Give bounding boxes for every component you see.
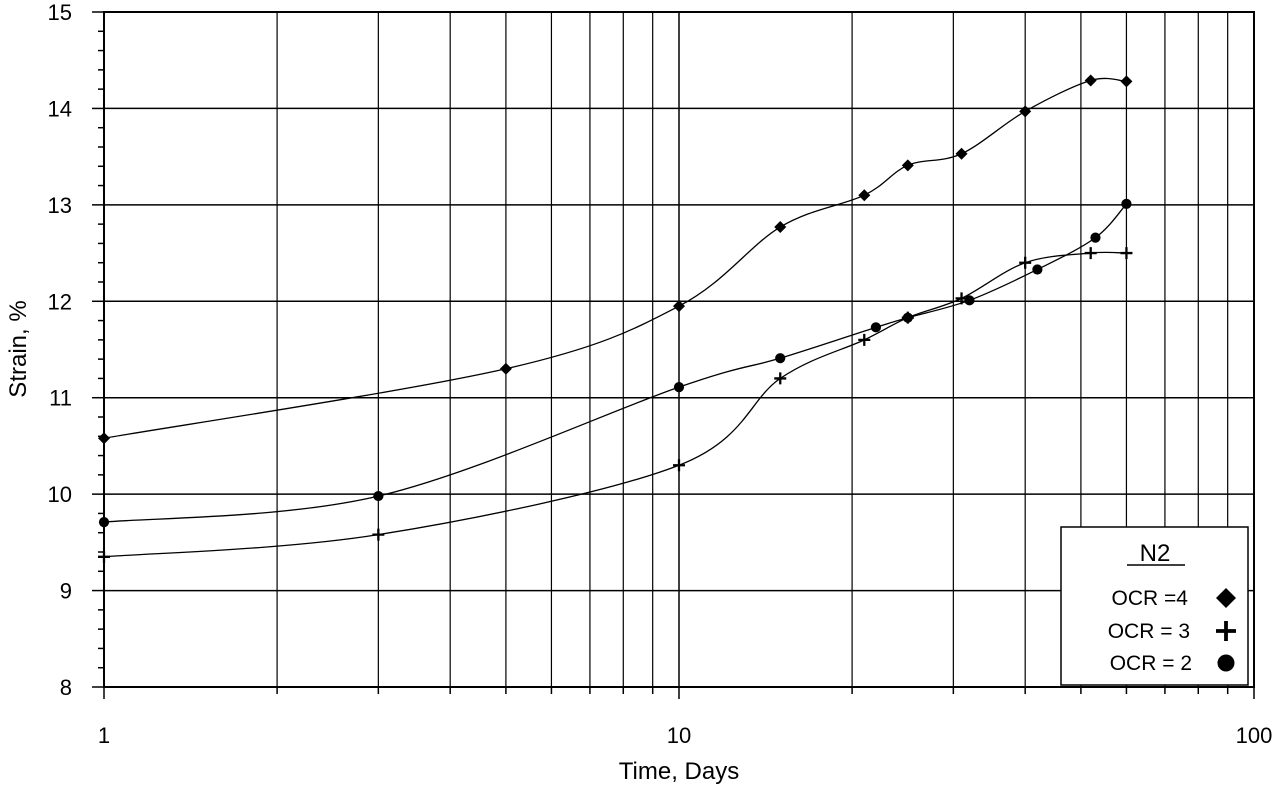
data-point-ocr2 bbox=[373, 490, 384, 502]
series-curves bbox=[103, 77, 1127, 558]
data-point-ocr4 bbox=[1019, 105, 1032, 118]
data-point-ocr3 bbox=[1120, 247, 1133, 260]
data-point-ocr4 bbox=[673, 300, 685, 313]
y-tick-label: 10 bbox=[48, 482, 72, 507]
data-point-ocr2 bbox=[1032, 264, 1043, 275]
y-tick-label: 8 bbox=[60, 675, 72, 700]
legend-markers bbox=[1216, 588, 1236, 672]
data-point-ocr2 bbox=[673, 382, 685, 393]
y-tick-label: 9 bbox=[60, 579, 72, 604]
x-tick-label: 100 bbox=[1236, 723, 1273, 748]
y-tick-label: 13 bbox=[48, 193, 72, 218]
data-point-ocr2 bbox=[964, 295, 975, 306]
data-point-ocr2 bbox=[870, 322, 881, 333]
legend-marker-ocr4 bbox=[1216, 588, 1236, 608]
y-tick-label: 14 bbox=[48, 96, 72, 121]
data-point-ocr2 bbox=[1121, 198, 1132, 209]
data-point-ocr3 bbox=[673, 459, 685, 472]
axes: 8 9 10 11 12 13 14 15 1 10 100 bbox=[48, 0, 1273, 748]
x-tick-label: 10 bbox=[667, 723, 691, 748]
y-tick-label: 11 bbox=[49, 386, 72, 411]
series-markers bbox=[98, 74, 1133, 563]
series-line-ocr4 bbox=[103, 77, 1127, 439]
legend-label-ocr2: OCR = 2 bbox=[1110, 652, 1192, 675]
data-point-ocr3 bbox=[372, 528, 385, 541]
data-point-ocr2 bbox=[1090, 232, 1101, 243]
data-point-ocr4 bbox=[858, 189, 871, 202]
data-point-ocr4 bbox=[901, 159, 914, 172]
data-point-ocr4 bbox=[499, 362, 512, 375]
data-point-ocr3 bbox=[1084, 247, 1097, 260]
legend-marker-ocr2 bbox=[1217, 654, 1235, 672]
data-point-ocr3 bbox=[858, 333, 871, 346]
legend-box bbox=[1060, 526, 1249, 686]
data-point-ocr3 bbox=[1019, 256, 1032, 269]
x-axis-title: Time, Days bbox=[619, 758, 739, 785]
x-tick-label: 1 bbox=[98, 723, 110, 748]
y-axis-title: Strain, % bbox=[5, 300, 32, 397]
data-point-ocr2 bbox=[902, 312, 913, 323]
data-point-ocr2 bbox=[775, 353, 786, 364]
data-point-ocr4 bbox=[955, 147, 968, 160]
data-point-ocr4 bbox=[774, 221, 787, 234]
legend-title: N2 bbox=[1140, 540, 1171, 567]
data-point-ocr4 bbox=[1120, 75, 1133, 88]
legend-marker-ocr3 bbox=[1216, 621, 1236, 641]
y-tick-label: 12 bbox=[48, 289, 72, 314]
data-point-ocr3 bbox=[774, 372, 787, 385]
y-tick-label: 15 bbox=[48, 0, 72, 25]
series-line-ocr2 bbox=[103, 203, 1127, 523]
legend: N2 OCR =4 OCR = 3 OCR = 2 bbox=[1060, 526, 1249, 686]
data-point-ocr4 bbox=[1084, 74, 1097, 87]
legend-label-ocr4: OCR =4 bbox=[1112, 587, 1189, 610]
legend-label-ocr3: OCR = 3 bbox=[1108, 620, 1190, 643]
